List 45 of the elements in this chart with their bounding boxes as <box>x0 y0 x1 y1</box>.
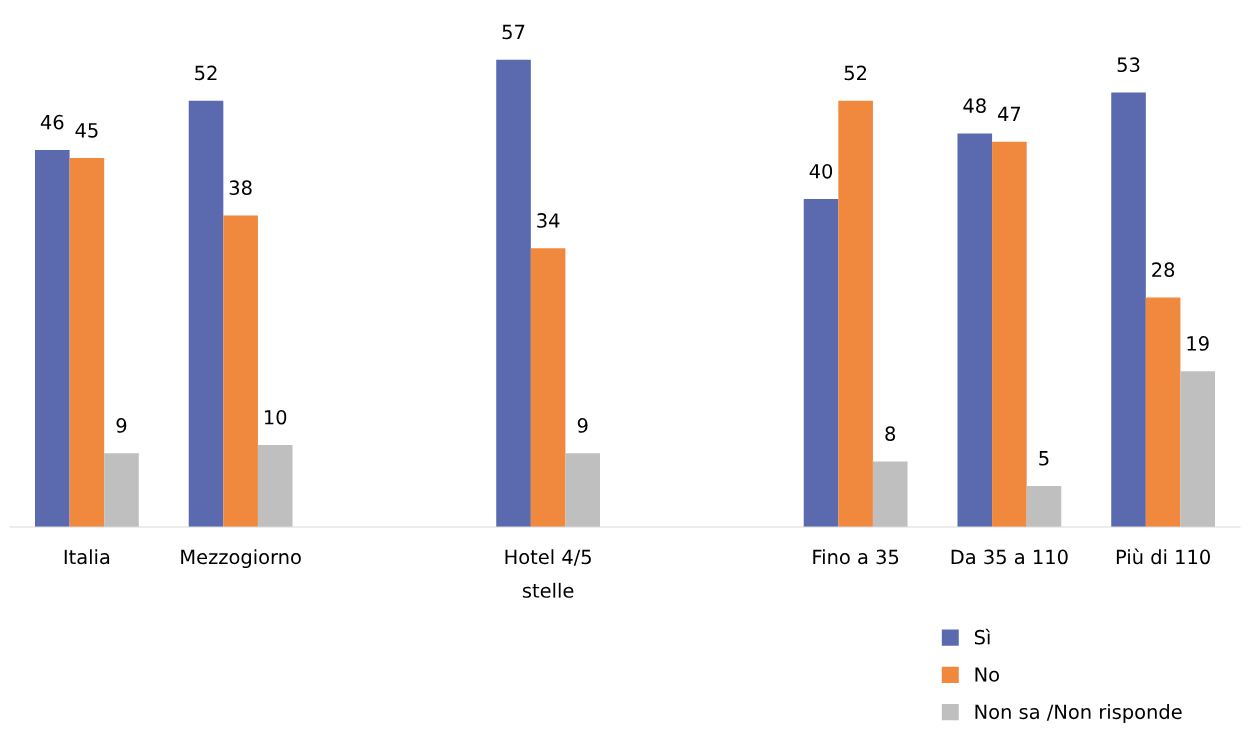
bar <box>1026 486 1062 527</box>
legend-label: No <box>975 667 999 682</box>
data-label: 10 <box>264 409 287 425</box>
legend-label: Sì <box>974 628 990 645</box>
bar <box>803 199 839 527</box>
legend-label: Non sa /Non risponde <box>975 704 1182 723</box>
x-tick-label: Più di 110 <box>1116 548 1210 565</box>
bar <box>1180 371 1216 527</box>
data-label: 40 <box>809 163 833 179</box>
data-label: 45 <box>75 123 98 138</box>
data-label: 52 <box>844 65 867 81</box>
bar <box>957 133 993 527</box>
data-label: 5 <box>1039 451 1049 466</box>
x-tick-label: Italia <box>64 549 110 565</box>
bar <box>1145 297 1181 527</box>
bar <box>530 248 566 527</box>
data-label: 28 <box>1152 262 1175 278</box>
data-label: 34 <box>537 213 560 228</box>
bar <box>838 100 873 527</box>
bar <box>69 158 105 527</box>
data-label: 9 <box>116 418 127 433</box>
data-label: 47 <box>997 106 1021 121</box>
data-label: 53 <box>1117 57 1140 73</box>
data-label: 9 <box>577 418 588 433</box>
bar <box>872 461 908 527</box>
data-label: 48 <box>963 98 986 114</box>
data-label: 46 <box>40 114 64 130</box>
x-tick-label: Fino a 35 <box>813 549 899 565</box>
bar <box>34 149 70 527</box>
bar <box>104 453 139 527</box>
bar <box>223 215 258 527</box>
bar <box>565 453 601 527</box>
x-tick-label: Mezzogiorno <box>181 549 301 569</box>
bar <box>188 100 224 527</box>
data-label: 38 <box>229 180 252 196</box>
bar <box>992 141 1027 527</box>
data-label: 19 <box>1187 336 1209 351</box>
bar <box>257 445 293 527</box>
x-tick-label: Hotel 4/5 stelle <box>505 549 591 598</box>
x-tick-label: Da 35 a 110 <box>951 549 1068 565</box>
data-label: 52 <box>195 65 217 81</box>
data-label: 57 <box>502 24 525 40</box>
bar <box>496 59 531 527</box>
data-label: 8 <box>885 426 896 441</box>
bar <box>1111 92 1146 527</box>
